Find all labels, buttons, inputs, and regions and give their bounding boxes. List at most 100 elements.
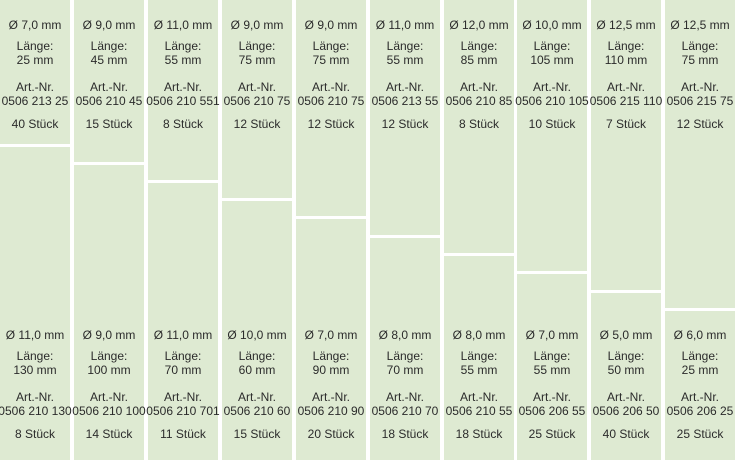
art-nr-label: Art.-Nr. [681, 390, 719, 404]
quantity-text: 20 Stück [307, 427, 355, 441]
art-nr-value: 0506 210 90 [297, 404, 365, 418]
art-nr-label: Art.-Nr. [164, 80, 202, 94]
diameter-text: Ø 7,0 mm [304, 328, 358, 342]
art-nr-value: 0506 210 130 [0, 404, 72, 418]
length-value: 25 mm [681, 363, 719, 377]
bottom-cell [296, 219, 366, 460]
length-value: 55 mm [386, 53, 424, 67]
bottom-cell [370, 238, 440, 460]
art-nr-label: Art.-Nr. [386, 390, 424, 404]
top-item-info: Ø 9,0 mm Länge: 75 mm Art.-Nr. 0506 210 75 12… [219, 18, 295, 131]
length-label: Länge: [386, 39, 424, 53]
quantity-text: 8 Stück [458, 117, 500, 131]
art-nr-label: Art.-Nr. [164, 390, 202, 404]
art-nr-label: Art.-Nr. [90, 390, 128, 404]
bottom-cell [222, 201, 292, 460]
art-nr-value: 0506 206 55 [518, 404, 586, 418]
bottom-item-info: Ø 5,0 mm Länge: 50 mm Art.-Nr. 0506 206 50 40… [588, 328, 664, 441]
bottom-cell [591, 293, 661, 460]
quantity-text: 10 Stück [528, 117, 576, 131]
art-nr-value: 0506 210 105 [515, 94, 589, 108]
bottom-cell [517, 274, 587, 460]
length-label: Länge: [460, 349, 498, 363]
art-nr-value: 0506 215 110 [589, 94, 663, 108]
art-nr-label: Art.-Nr. [533, 390, 571, 404]
art-nr-value: 0506 210 701 [146, 404, 220, 418]
length-value: 105 mm [530, 53, 574, 67]
quantity-text: 12 Stück [307, 117, 355, 131]
art-nr-label: Art.-Nr. [16, 80, 54, 94]
quantity-text: 25 Stück [528, 427, 576, 441]
art-nr-value: 0506 210 551 [146, 94, 220, 108]
art-nr-label: Art.-Nr. [607, 80, 645, 94]
bottom-item-info: Ø 8,0 mm Länge: 70 mm Art.-Nr. 0506 210 70 18… [367, 328, 443, 441]
top-cell [74, 0, 144, 162]
bottom-item-info: Ø 7,0 mm Länge: 55 mm Art.-Nr. 0506 206 55 25… [514, 328, 590, 441]
length-value: 50 mm [607, 363, 645, 377]
top-cell [222, 0, 292, 198]
grid-column: Ø 11,0 mm Länge: 55 mm Art.-Nr. 0506 210 551… [146, 0, 220, 460]
art-nr-label: Art.-Nr. [312, 390, 350, 404]
length-label: Länge: [607, 349, 645, 363]
bottom-cell [0, 147, 70, 460]
top-cell [370, 0, 440, 235]
top-cell [0, 0, 70, 144]
top-cell [591, 0, 661, 290]
bottom-cell [665, 311, 735, 460]
art-nr-value: 0506 210 70 [371, 404, 439, 418]
top-item-info: Ø 7,0 mm Länge: 25 mm Art.-Nr. 0506 213 25 40… [0, 18, 73, 131]
art-nr-value: 0506 210 75 [223, 94, 291, 108]
art-nr-value: 0506 213 25 [1, 94, 69, 108]
length-value: 85 mm [460, 53, 498, 67]
diameter-text: Ø 11,0 mm [375, 18, 435, 32]
art-nr-label: Art.-Nr. [681, 80, 719, 94]
top-item-info: Ø 11,0 mm Länge: 55 mm Art.-Nr. 0506 213 55 1… [367, 18, 443, 131]
diameter-text: Ø 5,0 mm [599, 328, 653, 342]
bottom-item-info: Ø 8,0 mm Länge: 55 mm Art.-Nr. 0506 210 55 18… [441, 328, 517, 441]
length-label: Länge: [16, 349, 54, 363]
art-nr-value: 0506 210 100 [72, 404, 146, 418]
diameter-text: Ø 8,0 mm [378, 328, 432, 342]
art-nr-label: Art.-Nr. [16, 390, 54, 404]
bottom-cell [444, 256, 514, 460]
art-nr-label: Art.-Nr. [238, 390, 276, 404]
art-nr-value: 0506 215 75 [666, 94, 734, 108]
art-nr-value: 0506 210 60 [223, 404, 291, 418]
art-nr-value: 0506 210 85 [445, 94, 513, 108]
top-cell [296, 0, 366, 216]
length-value: 75 mm [238, 53, 276, 67]
bottom-cell [74, 165, 144, 460]
length-label: Länge: [90, 39, 128, 53]
diameter-text: Ø 10,0 mm [522, 18, 582, 32]
quantity-text: 12 Stück [381, 117, 429, 131]
length-label: Länge: [607, 39, 645, 53]
length-value: 70 mm [386, 363, 424, 377]
art-nr-label: Art.-Nr. [460, 390, 498, 404]
quantity-text: 15 Stück [233, 427, 281, 441]
bottom-item-info: Ø 10,0 mm Länge: 60 mm Art.-Nr. 0506 210 60 1… [219, 328, 295, 441]
grid-column: Ø 10,0 mm Länge: 105 mm Art.-Nr. 0506 210 10… [514, 0, 590, 460]
length-value: 130 mm [13, 363, 57, 377]
length-label: Länge: [533, 349, 571, 363]
quantity-text: 14 Stück [85, 427, 133, 441]
grid-column: Ø 9,0 mm Länge: 75 mm Art.-Nr. 0506 210 75 12… [222, 0, 292, 460]
length-label: Länge: [681, 349, 719, 363]
quantity-text: 18 Stück [455, 427, 503, 441]
top-item-info: Ø 9,0 mm Länge: 45 mm Art.-Nr. 0506 210 45 15… [71, 18, 147, 131]
diameter-text: Ø 11,0 mm [153, 328, 213, 342]
length-label: Länge: [681, 39, 719, 53]
art-nr-label: Art.-Nr. [533, 80, 571, 94]
quantity-text: 11 Stück [160, 427, 206, 441]
art-nr-label: Art.-Nr. [607, 390, 645, 404]
bottom-cell [148, 183, 218, 460]
top-cell [148, 0, 218, 180]
diameter-text: Ø 9,0 mm [230, 18, 284, 32]
length-value: 55 mm [533, 363, 571, 377]
top-item-info: Ø 12,5 mm Länge: 75 mm Art.-Nr. 0506 215 75 1… [662, 18, 736, 131]
diameter-text: Ø 12,0 mm [449, 18, 509, 32]
length-label: Länge: [238, 39, 276, 53]
length-label: Länge: [460, 39, 498, 53]
quantity-text: 8 Stück [14, 427, 56, 441]
quantity-text: 7 Stück [605, 117, 647, 131]
diameter-text: Ø 7,0 mm [525, 328, 579, 342]
